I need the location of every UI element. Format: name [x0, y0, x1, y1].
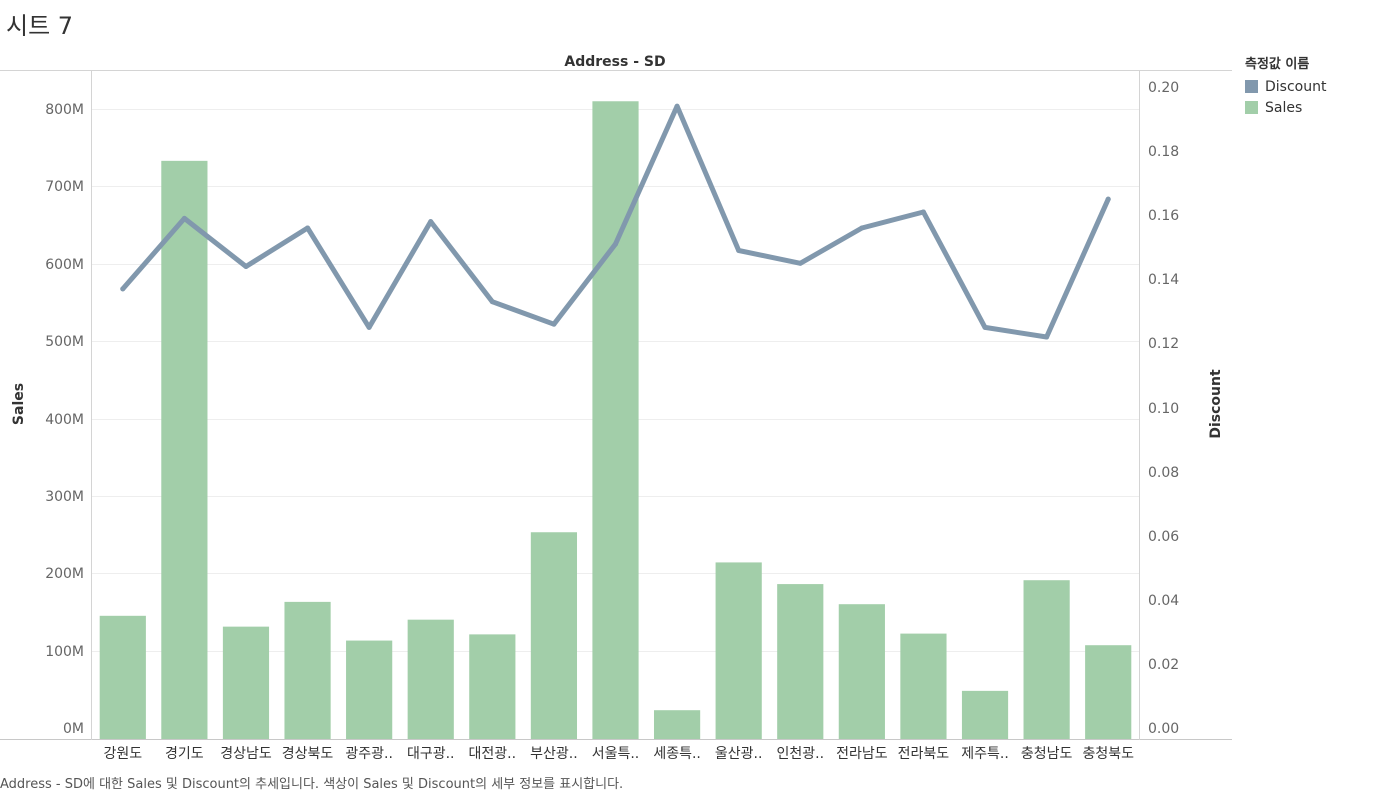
sales-bar[interactable]: [346, 640, 393, 739]
sales-bar[interactable]: [1085, 645, 1132, 739]
legend-label-discount: Discount: [1265, 78, 1327, 95]
discount-point[interactable]: [181, 215, 187, 221]
x-tick-label: 전라남도: [836, 746, 888, 762]
x-tick-label: 제주특..: [961, 746, 1009, 762]
x-tick-label: 광주광..: [345, 746, 393, 762]
y-axis-title: Sales: [11, 383, 27, 425]
y-tick-label: 0M: [63, 721, 84, 737]
sheet-title: 시트 7: [6, 12, 74, 40]
sales-bar[interactable]: [99, 615, 146, 739]
sales-bar[interactable]: [530, 532, 578, 739]
y-tick-label: 800M: [45, 102, 84, 118]
y-tick-label: 500M: [45, 334, 84, 350]
discount-point[interactable]: [243, 263, 249, 269]
axes: [0, 70, 1232, 740]
x-tick-label: 전라북도: [898, 746, 950, 762]
x-tick-label: 인천광..: [776, 746, 824, 762]
x-tick-label: 서울특..: [592, 746, 640, 762]
discount-point[interactable]: [120, 286, 126, 292]
sales-bars: [99, 101, 1132, 739]
sales-bar[interactable]: [777, 584, 824, 739]
x-tick-label: 대구광..: [407, 746, 455, 762]
labels: Address - SD Sales Discount 0M 100M 200M 30…: [11, 54, 1224, 762]
discount-point[interactable]: [920, 209, 926, 215]
y2-tick-label: 0.02: [1148, 657, 1179, 673]
discount-point[interactable]: [797, 260, 803, 266]
x-tick-label: 대전광..: [469, 746, 517, 762]
y2-axis-title: Discount: [1208, 369, 1224, 439]
sales-bar[interactable]: [900, 633, 947, 739]
x-tick-label: 울산광..: [715, 746, 763, 762]
y2-tick-label: 0.00: [1148, 721, 1179, 737]
legend-item-sales[interactable]: Sales: [1245, 97, 1326, 118]
sales-bar[interactable]: [222, 626, 270, 739]
x-tick-label: 부산광..: [530, 746, 578, 762]
y2-tick-label: 0.18: [1148, 144, 1179, 160]
y2-tick-label: 0.14: [1148, 272, 1179, 288]
discount-point[interactable]: [859, 225, 865, 231]
y2-tick-label: 0.20: [1148, 80, 1179, 96]
sales-bar[interactable]: [161, 160, 208, 739]
legend-title: 측정값 이름: [1245, 57, 1310, 72]
x-tick-label: 세종특..: [653, 746, 701, 762]
discount-point[interactable]: [489, 299, 495, 305]
sales-bar[interactable]: [407, 619, 454, 739]
legend: 측정값 이름 Discount Sales: [1245, 53, 1326, 118]
x-tick-label: 충청북도: [1082, 746, 1134, 762]
legend-item-discount[interactable]: Discount: [1245, 76, 1326, 97]
y-tick-label: 100M: [45, 644, 84, 660]
legend-swatch-sales: [1245, 101, 1258, 114]
discount-point[interactable]: [305, 225, 311, 231]
y-tick-label: 700M: [45, 179, 84, 195]
y2-tick-label: 0.08: [1148, 465, 1179, 481]
sales-bar[interactable]: [592, 101, 639, 739]
discount-point[interactable]: [736, 247, 742, 253]
x-tick-label: 경상남도: [220, 746, 272, 762]
y2-tick-label: 0.12: [1148, 336, 1179, 352]
discount-point[interactable]: [428, 219, 434, 225]
chart-title: Address - SD: [564, 54, 665, 70]
sales-bar[interactable]: [715, 562, 762, 739]
y2-tick-label: 0.04: [1148, 593, 1179, 609]
x-tick-label: 경기도: [165, 746, 204, 762]
discount-point[interactable]: [1044, 334, 1050, 340]
sales-bar[interactable]: [469, 634, 516, 739]
discount-point[interactable]: [551, 321, 557, 327]
discount-point[interactable]: [674, 103, 680, 109]
y-tick-label: 400M: [45, 412, 84, 428]
discount-point[interactable]: [366, 324, 372, 330]
x-tick-label: 경상북도: [282, 746, 334, 762]
sales-bar[interactable]: [838, 604, 885, 739]
sales-bar[interactable]: [653, 710, 701, 739]
sales-bar[interactable]: [1023, 580, 1070, 739]
y2-tick-label: 0.16: [1148, 208, 1179, 224]
sales-bar[interactable]: [284, 601, 331, 739]
sales-bar[interactable]: [961, 690, 1009, 739]
y2-tick-label: 0.10: [1148, 401, 1179, 417]
legend-swatch-discount: [1245, 80, 1258, 93]
y-tick-label: 600M: [45, 257, 84, 273]
x-tick-label: 충청남도: [1021, 746, 1073, 762]
discount-point[interactable]: [982, 324, 988, 330]
sheet-caption: Address - SD에 대한 Sales 및 Discount의 추세입니다…: [0, 777, 624, 792]
x-tick-label: 강원도: [103, 746, 142, 762]
y-tick-label: 300M: [45, 489, 84, 505]
y-tick-label: 200M: [45, 566, 84, 582]
discount-line-group: [120, 103, 1111, 340]
legend-label-sales: Sales: [1265, 99, 1303, 116]
discount-point[interactable]: [613, 241, 618, 247]
y2-tick-label: 0.06: [1148, 529, 1179, 545]
discount-point[interactable]: [1105, 196, 1111, 202]
